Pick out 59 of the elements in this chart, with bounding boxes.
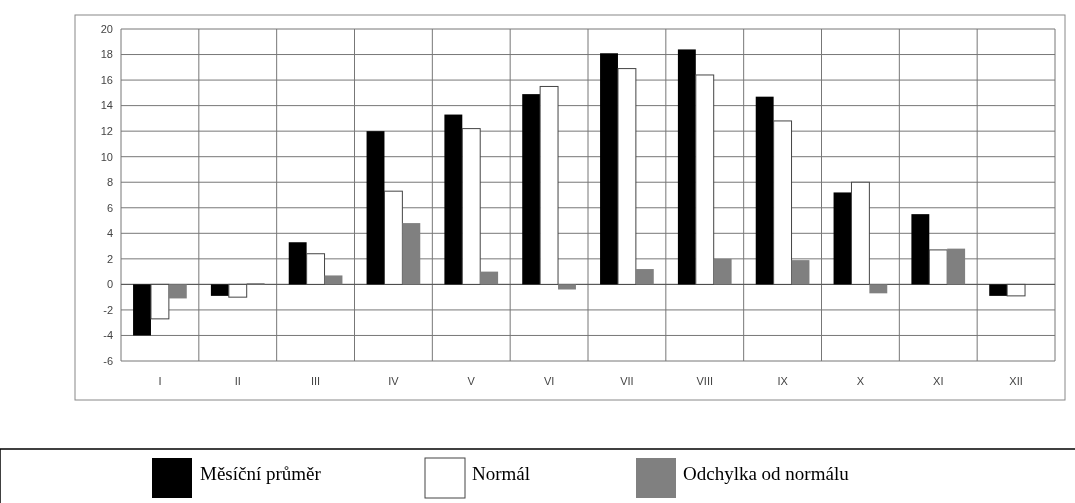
- y-tick-label: -4: [103, 329, 113, 342]
- y-tick-label: 10: [100, 150, 113, 163]
- bar: [150, 283, 170, 320]
- bar: [324, 275, 343, 285]
- legend-label: Měsíční průměr: [200, 463, 322, 484]
- bar: [133, 284, 151, 336]
- x-tick-label: XII: [1009, 375, 1023, 387]
- x-tick-label: X: [856, 375, 865, 387]
- bar: [911, 214, 930, 285]
- y-tick-label: 14: [100, 99, 113, 112]
- y-tick-label: 16: [100, 73, 113, 86]
- y-tick-label: 12: [100, 125, 113, 137]
- y-tick-label: 20: [100, 22, 113, 35]
- y-tick-label: 8: [106, 176, 113, 189]
- bar: [306, 253, 326, 285]
- x-tick-label: XI: [933, 375, 944, 387]
- x-tick-label: VII: [620, 375, 634, 387]
- bar: [755, 96, 774, 285]
- bar: [677, 49, 696, 285]
- bar: [617, 68, 637, 285]
- bar: [635, 269, 654, 285]
- bar: [600, 53, 618, 285]
- bar: [850, 181, 870, 285]
- y-tick-label: 6: [106, 201, 113, 214]
- bar: [461, 128, 481, 285]
- bar: [168, 284, 187, 299]
- y-tick-label: 0: [106, 278, 113, 291]
- bar: [869, 284, 888, 294]
- legend-label: Normál: [472, 463, 531, 484]
- bar: [480, 271, 499, 285]
- y-tick-label: 2: [106, 252, 113, 265]
- bar: [288, 242, 307, 285]
- bar: [989, 284, 1008, 296]
- x-tick-label: V: [467, 375, 476, 387]
- bar: [444, 114, 463, 285]
- bar: [539, 85, 559, 285]
- x-tick-label: VIII: [696, 375, 714, 387]
- y-tick-label: -6: [103, 354, 113, 367]
- y-tick-label: 18: [100, 48, 113, 61]
- x-tick-label: IX: [777, 375, 789, 387]
- y-tick-label: 4: [106, 227, 113, 240]
- x-tick-label: III: [311, 375, 321, 387]
- x-tick-label: II: [234, 375, 241, 387]
- x-tick-label: VI: [543, 375, 555, 387]
- y-tick-label: -2: [103, 303, 113, 316]
- bar: [383, 190, 403, 285]
- bar: [695, 74, 715, 285]
- bar: [928, 249, 948, 285]
- bar: [773, 120, 793, 285]
- bar: [522, 94, 541, 285]
- bar: [366, 131, 385, 285]
- bar: [1006, 283, 1026, 297]
- bar: [558, 284, 576, 290]
- x-tick-label: IV: [388, 375, 400, 387]
- legend-label: Odchylka od normálu: [683, 463, 850, 484]
- bar: [228, 283, 248, 298]
- bar: [833, 192, 852, 285]
- x-tick-label: I: [158, 375, 162, 387]
- bar: [210, 284, 229, 296]
